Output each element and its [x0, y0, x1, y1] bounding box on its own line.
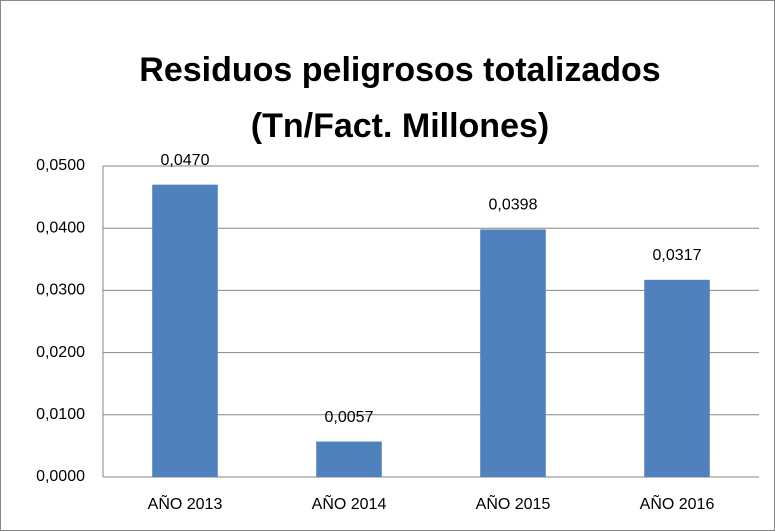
value-label: 0,0317: [653, 247, 702, 264]
y-tick-label: 0,0200: [36, 344, 85, 361]
value-label: 0,0057: [325, 409, 374, 426]
y-tick-label: 0,0400: [36, 219, 85, 236]
value-label: 0,0470: [161, 152, 210, 169]
bar: [152, 184, 218, 477]
y-tick-label: 0,0300: [36, 282, 85, 299]
y-tick-label: 0,0500: [36, 157, 85, 174]
bar: [644, 279, 710, 477]
x-tick-label: AÑO 2015: [476, 493, 551, 513]
chart-title: Residuos peligrosos totalizados: [139, 51, 660, 89]
value-label: 0,0398: [489, 197, 538, 214]
y-tick-label: 0,0000: [36, 468, 85, 485]
x-tick-label: AÑO 2013: [148, 493, 223, 513]
y-tick-label: 0,0100: [36, 406, 85, 423]
chart-title: (Tn/Fact. Millones): [251, 107, 549, 145]
x-tick-label: AÑO 2014: [312, 493, 387, 513]
x-tick-label: AÑO 2016: [640, 493, 715, 513]
bar: [480, 229, 546, 477]
bar: [316, 441, 382, 477]
